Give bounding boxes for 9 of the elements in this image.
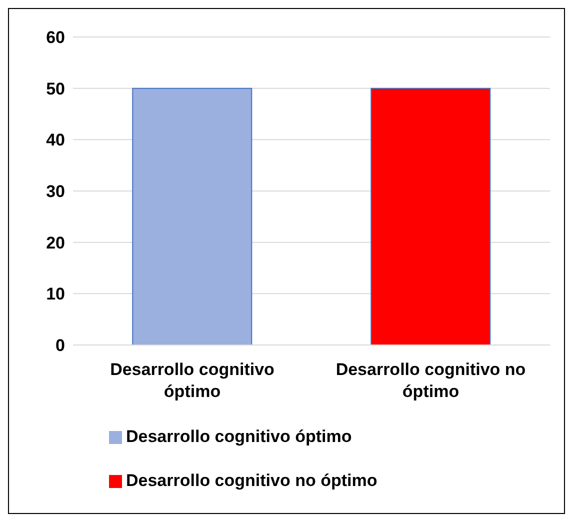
y-tick-label: 20 [46,233,65,252]
y-tick-label: 0 [56,336,65,356]
y-tick-label: 60 [46,28,65,48]
y-tick-label: 50 [46,79,65,98]
y-tick-label: 40 [46,130,65,150]
legend-label: Desarrollo cognitivo no óptimo [126,471,378,490]
y-tick-label: 30 [46,182,65,202]
legend-label: Desarrollo cognitivo óptimo [126,427,352,446]
y-tick-label: 10 [46,284,65,304]
